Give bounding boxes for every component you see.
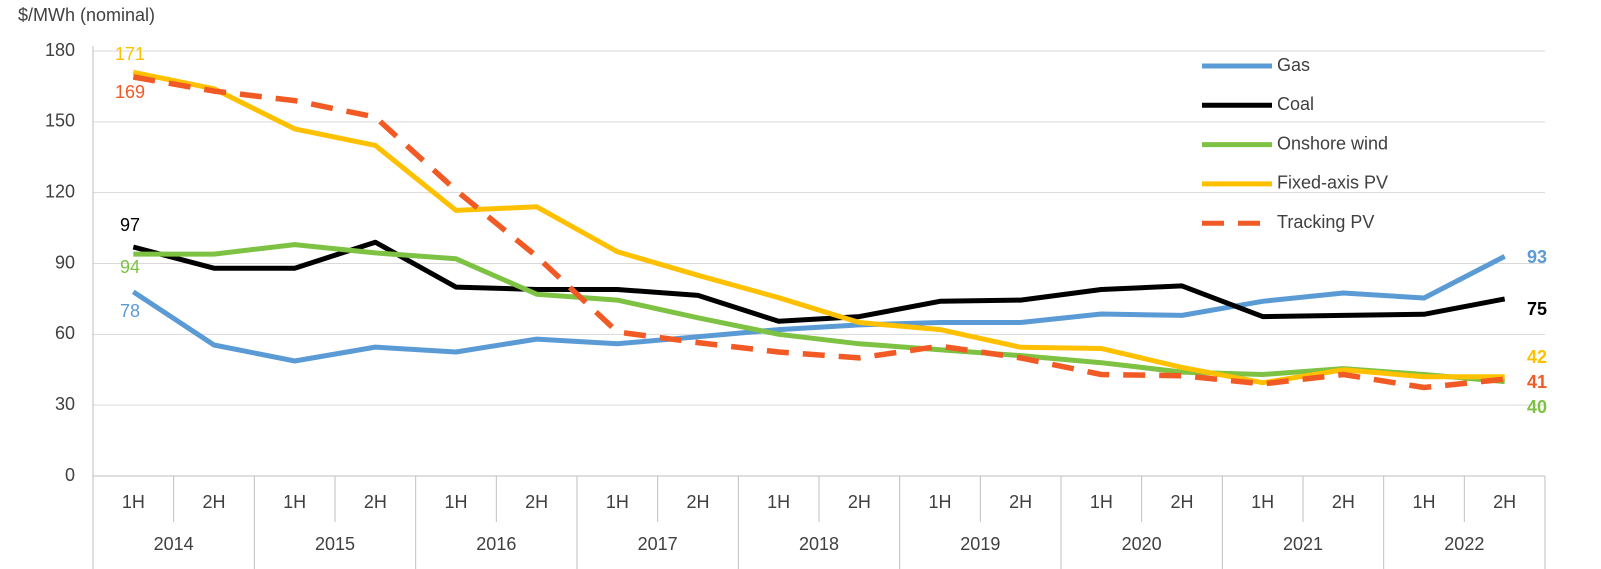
x-tick-label: 1H — [283, 492, 306, 512]
x-tick-label: 2H — [364, 492, 387, 512]
x-group-label: 2016 — [476, 534, 516, 554]
x-group-label: 2017 — [638, 534, 678, 554]
series-line — [133, 242, 1505, 385]
data-label: 94 — [120, 257, 140, 277]
legend-label: Onshore wind — [1277, 133, 1388, 153]
data-label: 75 — [1527, 299, 1547, 319]
x-tick-label: 2H — [848, 492, 871, 512]
x-tick-label: 1H — [606, 492, 629, 512]
data-label: 171 — [115, 44, 145, 64]
series-line — [131, 254, 1506, 364]
legend-label: Coal — [1277, 94, 1314, 114]
x-tick-label: 1H — [767, 492, 790, 512]
y-tick-label: 60 — [55, 323, 75, 343]
x-tick-label: 1H — [444, 492, 467, 512]
x-tick-label: 2H — [686, 492, 709, 512]
y-tick-label: 180 — [45, 40, 75, 60]
x-tick-label: 2H — [525, 492, 548, 512]
x-tick-label: 2H — [1170, 492, 1193, 512]
data-label: 42 — [1527, 347, 1547, 367]
legend-label: Gas — [1277, 55, 1310, 75]
x-tick-label: 1H — [1412, 492, 1435, 512]
x-tick-label: 2H — [1009, 492, 1032, 512]
data-label: 93 — [1527, 247, 1547, 267]
series-line — [132, 74, 1505, 391]
x-tick-label: 1H — [1090, 492, 1113, 512]
x-tick-label: 2H — [1493, 492, 1516, 512]
data-label: 97 — [120, 215, 140, 235]
x-group-label: 2014 — [154, 534, 194, 554]
data-label: 40 — [1527, 397, 1547, 417]
x-group-label: 2019 — [960, 534, 1000, 554]
series-line — [132, 239, 1506, 324]
x-tick-label: 2H — [202, 492, 225, 512]
x-group-label: 2022 — [1444, 534, 1484, 554]
y-tick-label: 0 — [65, 465, 75, 485]
legend-label: Tracking PV — [1277, 212, 1374, 232]
y-tick-label: 150 — [45, 111, 75, 131]
y-tick-label: 120 — [45, 181, 75, 201]
x-tick-label: 1H — [1251, 492, 1274, 512]
y-tick-label: 30 — [55, 394, 75, 414]
x-group-label: 2015 — [315, 534, 355, 554]
y-tick-label: 90 — [55, 252, 75, 272]
data-label: 169 — [115, 82, 145, 102]
x-group-label: 2020 — [1122, 534, 1162, 554]
y-axis-label: $/MWh (nominal) — [18, 5, 155, 25]
x-group-label: 2021 — [1283, 534, 1323, 554]
x-tick-label: 2H — [1332, 492, 1355, 512]
data-label: 78 — [120, 301, 140, 321]
legend-label: Fixed-axis PV — [1277, 173, 1388, 193]
x-tick-label: 1H — [122, 492, 145, 512]
data-label: 41 — [1527, 372, 1547, 392]
x-tick-label: 1H — [928, 492, 951, 512]
x-group-label: 2018 — [799, 534, 839, 554]
